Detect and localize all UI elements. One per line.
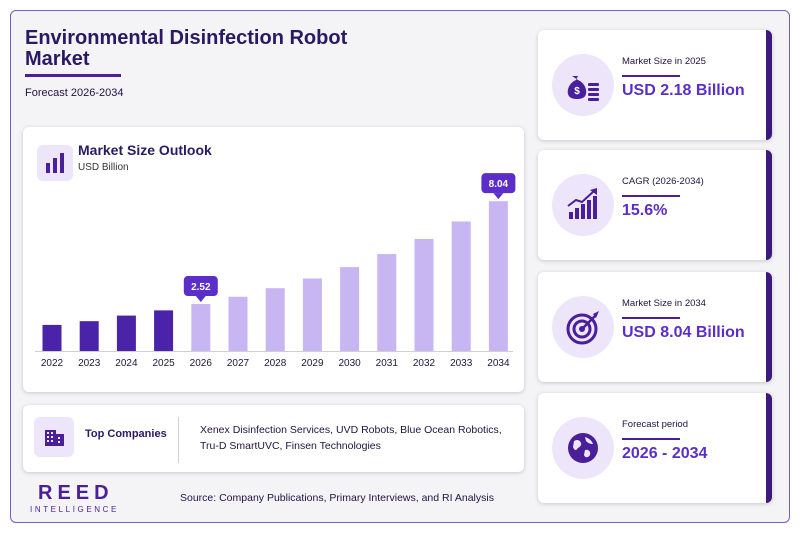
x-tick-label: 2026 [190,358,213,369]
data-label-box [183,276,218,297]
stat-card-cagr: CAGR (2026-2034) 15.6% [538,150,772,260]
bar-2023 [79,321,99,351]
bar-2032 [414,238,434,351]
bar-chart-icon [37,145,73,181]
bar-2024 [116,315,136,351]
chart-card: Market Size Outlook USD Billion 2022 2023… [23,127,524,392]
x-tick-label: 2022 [41,358,64,369]
bar-2034 [488,201,508,351]
stat-label: Forecast period [622,419,689,430]
money-bag-icon: $ [552,54,614,116]
stat-divider [622,317,680,319]
stat-card-market-size-2025: $ Market Size in 2025 USD 2.18 Billion [538,30,772,140]
brand-logo-subtitle: INTELLIGENCE [30,505,119,514]
x-tick-label: 2033 [450,358,473,369]
stat-card-market-size-2034: Market Size in 2034 USD 8.04 Billion [538,272,772,382]
top-companies-list: Xenex Disinfection Services, UVD Robots,… [200,424,502,452]
bar-2027 [228,296,248,351]
x-tick-label: 2027 [227,358,250,369]
bar-2025 [154,310,174,351]
x-tick-label: 2025 [152,358,175,369]
globe-icon [552,417,614,479]
x-tick-label: 2034 [487,358,510,369]
data-label-pointer [195,296,206,303]
source-note: Source: Company Publications, Primary In… [180,492,494,504]
stat-divider [622,195,680,197]
stat-label: Market Size in 2034 [622,298,706,309]
divider [178,417,179,463]
bar-2022 [42,324,62,351]
data-label-pointer [493,193,504,200]
x-tick-label: 2031 [376,358,399,369]
bar-2029 [302,278,322,351]
stat-divider [622,438,680,440]
x-tick-label: 2030 [338,358,361,369]
x-tick-label: 2029 [301,358,324,369]
growth-chart-icon [552,174,614,236]
svg-text:$: $ [574,86,580,97]
bar-2033 [451,221,471,351]
title-underline [25,74,121,77]
stat-value: 15.6% [622,202,668,219]
data-label: 8.04 [489,179,509,190]
stat-value: USD 8.04 Billion [622,324,745,341]
bar-2030 [340,267,360,351]
brand-logo: REED [38,482,114,504]
stat-value: 2026 - 2034 [622,445,708,462]
x-tick-label: 2024 [115,358,138,369]
bar-2031 [377,254,397,351]
stat-value: USD 2.18 Billion [622,82,745,99]
top-companies-card: Top Companies Xenex Disinfection Service… [23,405,524,472]
stat-divider [622,75,680,77]
stat-label: Market Size in 2025 [622,56,706,67]
page-title: Environmental Disinfection Robot Market [25,27,348,70]
x-tick-label: 2023 [78,358,101,369]
stat-card-forecast-period: Forecast period 2026 - 2034 [538,393,772,503]
x-tick-label: 2032 [413,358,436,369]
chart-title: Market Size Outlook [78,142,212,158]
x-tick-label: 2028 [264,358,287,369]
stat-label: CAGR (2026-2034) [622,176,704,187]
page-subtitle: Forecast 2026-2034 [25,87,124,99]
bar-2026 [191,304,211,351]
data-label-box [481,173,516,194]
chart-unit: USD Billion [78,162,129,173]
building-icon [34,417,74,457]
top-companies-label: Top Companies [85,428,167,440]
target-icon [552,296,614,358]
data-label: 2.52 [191,282,211,293]
market-size-bar-chart: 2022 2023 2024 2025 2026 2.52 2027 2028 2029 2030… [35,173,516,369]
bar-2028 [265,288,285,351]
